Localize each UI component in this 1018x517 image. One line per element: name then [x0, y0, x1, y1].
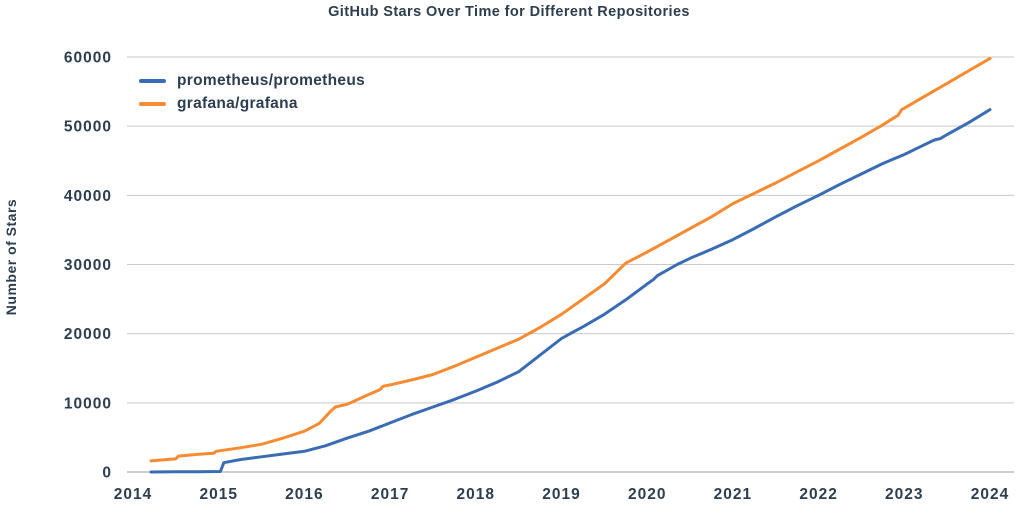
- y-tick-label: 10000: [64, 395, 112, 412]
- x-tick-label: 2020: [628, 486, 666, 503]
- x-tick-label: 2019: [542, 486, 580, 503]
- y-tick-label: 60000: [64, 50, 112, 67]
- x-tick-label: 2024: [971, 486, 1009, 503]
- legend-label-prometheus: prometheus/prometheus: [177, 72, 366, 89]
- y-tick-label: 20000: [64, 326, 112, 343]
- x-tick-label: 2023: [885, 486, 923, 503]
- y-tick-label: 0: [102, 465, 112, 482]
- x-tick-label: 2014: [114, 486, 152, 503]
- x-tick-label: 2022: [799, 486, 837, 503]
- y-tick-label: 30000: [64, 257, 112, 274]
- legend-swatch-grafana-line: [139, 102, 166, 106]
- x-tick-label: 2016: [285, 486, 323, 503]
- legend-item-grafana: grafana/grafana: [139, 96, 365, 112]
- y-tick-label: 50000: [64, 119, 112, 136]
- chart-title: GitHub Stars Over Time for Different Rep…: [328, 4, 690, 20]
- x-tick-label: 2015: [199, 486, 237, 503]
- legend: prometheus/prometheus grafana/grafana: [139, 73, 365, 112]
- legend-label-grafana: grafana/grafana: [177, 95, 298, 112]
- x-tick-label: 2017: [371, 486, 409, 503]
- x-tick-label: 2018: [457, 486, 495, 503]
- series-line-prometheus: [149, 108, 992, 474]
- y-tick-label: 40000: [64, 188, 112, 205]
- x-tick-label: 2021: [714, 486, 752, 503]
- legend-item-prometheus: prometheus/prometheus: [139, 73, 365, 89]
- legend-swatch-prometheus-line: [139, 79, 166, 83]
- series-line-grafana: [149, 56, 992, 463]
